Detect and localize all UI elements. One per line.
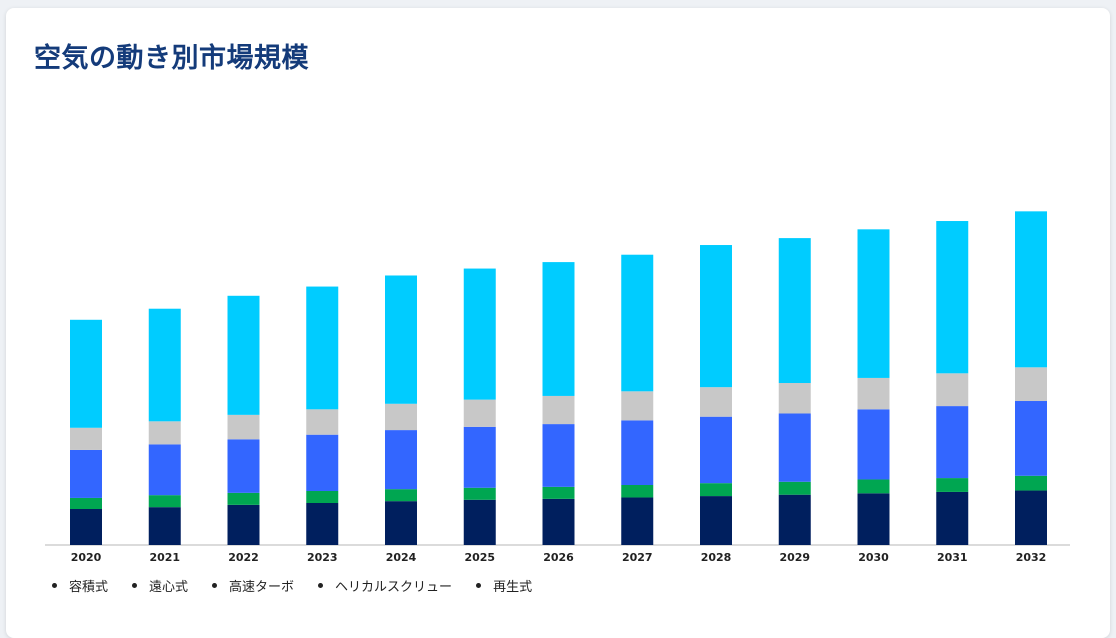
bar-segment-2027-3: [621, 391, 654, 421]
chart-legend: 容積式 遠心式 高速ターボ ヘリカルスクリュー 再生式: [52, 576, 532, 595]
bar-segment-2023-1: [306, 491, 339, 504]
bar-segment-2032-1: [1015, 475, 1047, 491]
bar-segment-2030-3: [857, 377, 890, 410]
chart-title: 空気の動き別市場規模: [34, 43, 309, 74]
bar-segment-2026-1: [542, 486, 575, 499]
bar-segment-2027-2: [621, 420, 654, 486]
bar-segment-2023-2: [306, 434, 339, 492]
bar-segment-2024-3: [385, 403, 417, 431]
bar-segment-2023-3: [306, 409, 339, 435]
bar-segment-2029-4: [778, 238, 811, 384]
x-tick-label: 2029: [779, 551, 810, 564]
bar-segment-2029-0: [778, 494, 811, 545]
bar-segment-2032-3: [1015, 367, 1047, 402]
bar-segment-2023-4: [306, 286, 339, 410]
bar-segment-2023-0: [306, 503, 339, 545]
bar-segment-2022-3: [227, 414, 260, 440]
x-tick-label: 2027: [622, 551, 653, 564]
bar-segment-2032-2: [1015, 401, 1047, 476]
bar-segment-2024-0: [385, 501, 417, 545]
stacked-bar-chart: 2020 2021 2022 2023 2024 2025 2026 2027 2028 2029…: [45, 211, 1070, 564]
x-tick-label: 2020: [71, 551, 102, 564]
x-tick-label: 2032: [1016, 551, 1047, 564]
bar-segment-2024-2: [385, 430, 417, 490]
x-tick-label: 2021: [149, 551, 180, 564]
legend-bullet-icon: [52, 583, 57, 588]
x-tick-label: 2031: [937, 551, 968, 564]
bar-segment-2025-2: [463, 426, 496, 488]
bar-segment-2024-4: [385, 275, 417, 404]
legend-label: 容積式: [69, 580, 109, 595]
legend-item: 遠心式: [132, 576, 188, 595]
bar-segment-2026-3: [542, 395, 575, 425]
bar-segment-2026-0: [542, 498, 575, 545]
bar-segment-2027-4: [621, 254, 654, 392]
legend-bullet-icon: [212, 583, 218, 588]
bar-segment-2020-1: [70, 497, 102, 510]
bar-segment-2025-0: [463, 499, 496, 545]
bar-segment-2025-4: [463, 268, 496, 400]
legend-label: ヘリカルスクリュー: [335, 580, 453, 595]
bar-segment-2020-0: [70, 509, 102, 545]
bar-segment-2030-4: [857, 229, 890, 378]
legend-bullet-icon: [476, 583, 482, 588]
bar-segment-2020-2: [70, 449, 102, 498]
bar-segment-2020-3: [70, 427, 102, 450]
bar-segment-2031-0: [936, 491, 969, 545]
bar-segment-2031-1: [936, 478, 969, 492]
x-tick-label: 2028: [701, 551, 732, 564]
x-tick-label: 2030: [858, 551, 889, 564]
bar-segment-2028-3: [700, 387, 732, 417]
bar-segment-2031-2: [936, 406, 969, 479]
x-tick-label: 2022: [228, 551, 259, 564]
legend-item: 高速ターボ: [212, 576, 294, 595]
bar-segment-2031-4: [936, 221, 969, 374]
legend-label: 遠心式: [149, 580, 189, 595]
bar-segment-2026-4: [542, 262, 575, 396]
bar-segment-2024-1: [385, 489, 417, 502]
bar-segment-2028-0: [700, 496, 732, 545]
bar-segment-2032-0: [1015, 490, 1047, 545]
bar-segment-2021-0: [148, 507, 181, 545]
legend-item: 再生式: [476, 576, 532, 595]
bar-segment-2021-3: [148, 421, 181, 445]
bar-segment-2028-4: [700, 245, 732, 388]
legend-item: 容積式: [52, 576, 108, 595]
bar-segment-2029-2: [778, 413, 811, 482]
bar-segment-2025-3: [463, 399, 496, 427]
bar-segment-2026-2: [542, 424, 575, 487]
bar-segment-2028-1: [700, 483, 732, 497]
x-tick-label: 2023: [307, 551, 338, 564]
bar-segment-2029-1: [778, 481, 811, 495]
bar-segment-2022-4: [227, 295, 260, 415]
bar-segment-2022-2: [227, 439, 260, 493]
x-tick-label: 2024: [386, 551, 417, 564]
bar-segment-2021-2: [148, 444, 181, 496]
legend-item: ヘリカルスクリュー: [318, 576, 452, 595]
bar-segment-2021-4: [148, 308, 181, 422]
bar-segment-2021-1: [148, 495, 181, 508]
bar-segment-2022-0: [227, 504, 260, 545]
bar-segment-2020-4: [70, 319, 102, 428]
bar-segment-2030-2: [857, 409, 890, 480]
bar-segment-2029-3: [778, 383, 811, 414]
bar-segment-2028-2: [700, 416, 732, 484]
bar-segment-2027-1: [621, 485, 654, 498]
legend-bullet-icon: [318, 583, 324, 588]
x-tick-label: 2026: [543, 551, 574, 564]
legend-label: 再生式: [493, 580, 533, 595]
legend-bullet-icon: [132, 583, 138, 588]
bar-segment-2032-4: [1015, 211, 1047, 368]
legend-label: 高速ターボ: [229, 580, 295, 595]
bar-segment-2030-0: [857, 493, 890, 545]
x-tick-label: 2025: [464, 551, 495, 564]
bar-segment-2025-1: [463, 487, 496, 500]
bar-segment-2027-0: [621, 497, 654, 545]
bar-segment-2030-1: [857, 479, 890, 494]
bar-segment-2031-3: [936, 373, 969, 407]
bar-segment-2022-1: [227, 492, 260, 505]
